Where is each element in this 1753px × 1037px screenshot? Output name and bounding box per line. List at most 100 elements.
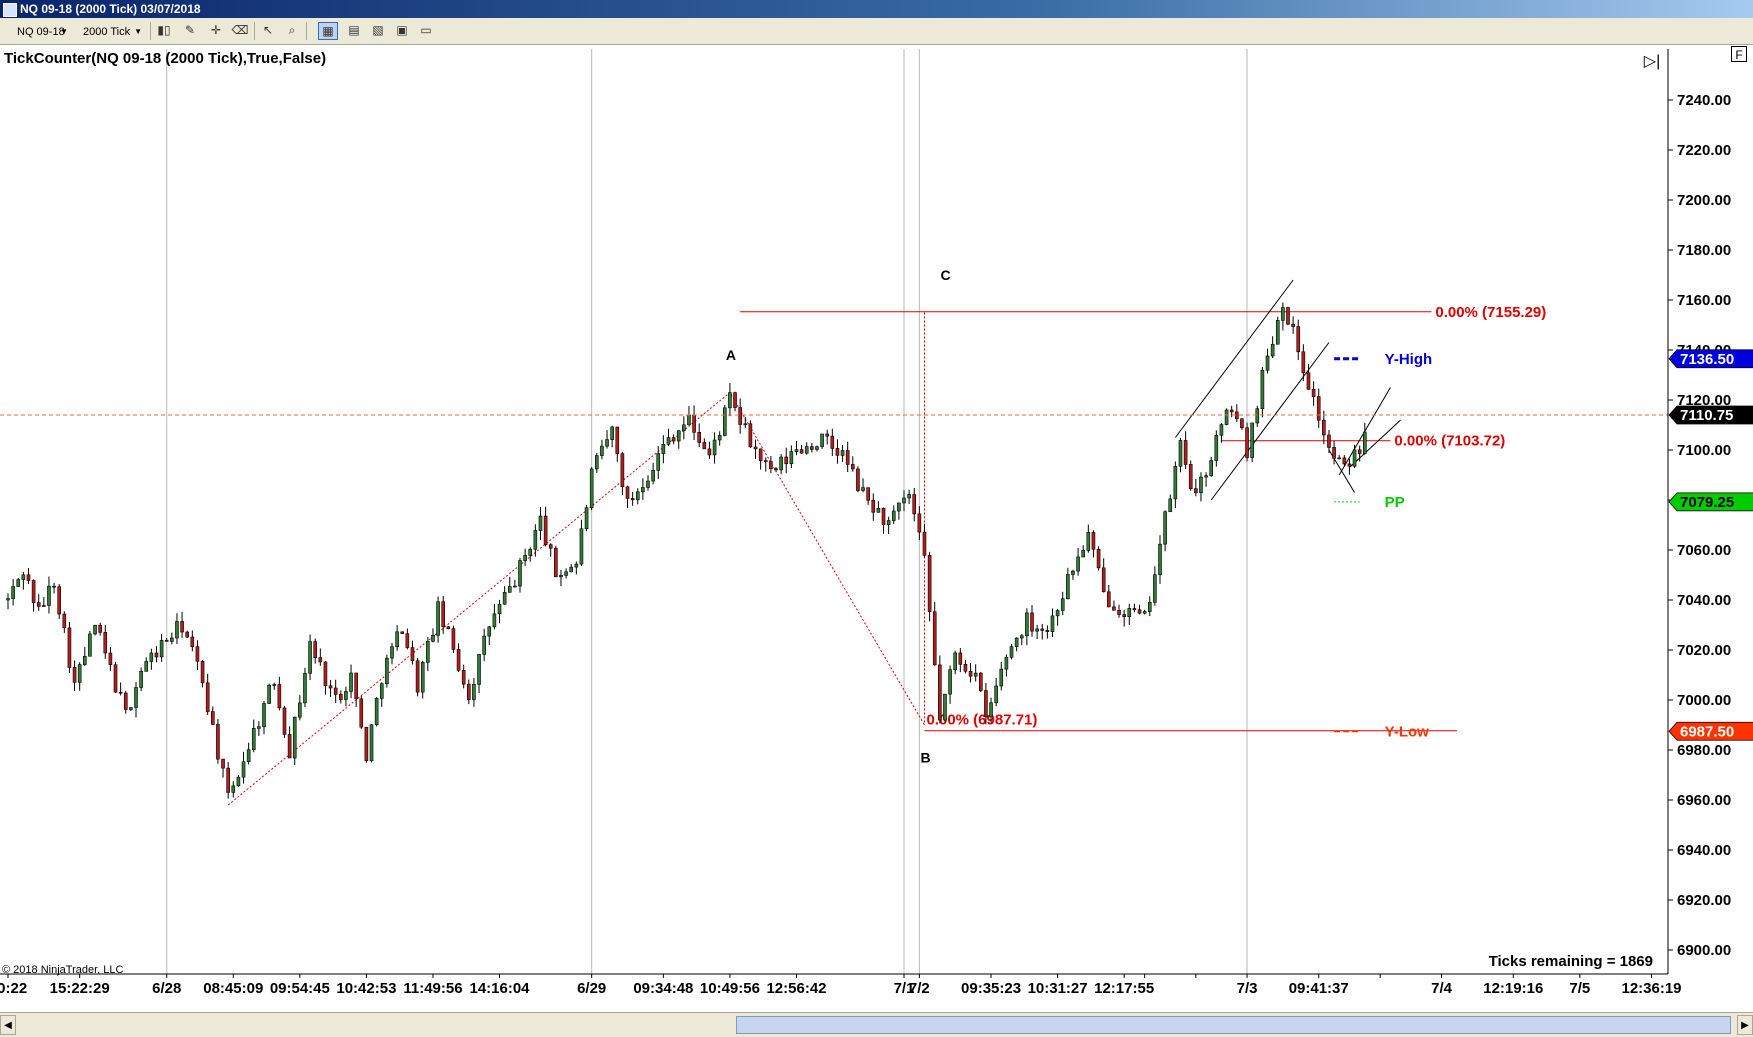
candle xyxy=(876,501,881,513)
candle xyxy=(1122,609,1126,627)
candle-body xyxy=(57,586,62,615)
candle xyxy=(1158,535,1162,584)
candle-body xyxy=(1112,606,1116,611)
candle xyxy=(845,441,850,473)
x-tick-label: 12:56:42 xyxy=(766,980,826,997)
candle xyxy=(1019,633,1024,646)
candle-body xyxy=(533,530,538,550)
fib-label: 0.00% (7155.29) xyxy=(1435,304,1546,321)
candle-body xyxy=(170,637,174,642)
x-tick-label: 6/28 xyxy=(152,980,181,997)
candle xyxy=(241,751,246,784)
eraser-icon[interactable]: ⌫ xyxy=(231,23,249,37)
pointer-icon[interactable]: ↖ xyxy=(262,23,274,37)
image-icon[interactable]: ▣ xyxy=(396,23,408,37)
y-tick-label: 6980.00 xyxy=(1677,742,1731,759)
candle-body xyxy=(1158,543,1162,575)
chart-properties-icon[interactable]: ▤ xyxy=(348,23,360,37)
candle-body xyxy=(328,685,333,689)
candle-body xyxy=(1275,320,1280,345)
scrollbar-thumb[interactable] xyxy=(736,1016,1731,1034)
candle-body xyxy=(1086,532,1091,551)
window-icon[interactable]: ▭ xyxy=(420,23,432,37)
candle xyxy=(897,502,901,520)
candle xyxy=(26,568,31,585)
toolbar-separator xyxy=(150,22,151,40)
candle xyxy=(420,660,425,699)
candle xyxy=(16,578,21,588)
candle-body xyxy=(758,448,763,461)
candle-body xyxy=(574,563,579,568)
scroll-right-icon[interactable]: ▶ xyxy=(1737,1015,1753,1035)
x-tick-label: 10:49:56 xyxy=(700,980,760,997)
candle-body xyxy=(47,585,51,606)
candle xyxy=(774,466,778,472)
candle-body xyxy=(1004,657,1009,670)
candle-body xyxy=(733,392,737,408)
y-tick-label: 7120.00 xyxy=(1677,392,1731,409)
candle xyxy=(502,586,507,605)
candle-body xyxy=(850,464,855,470)
candle xyxy=(47,576,51,614)
candle-body xyxy=(159,640,164,658)
candle-body xyxy=(1173,466,1178,500)
candle-body xyxy=(1219,424,1224,436)
x-tick-label: 50:22 xyxy=(0,980,27,997)
candle xyxy=(497,599,502,624)
candle-body xyxy=(338,694,343,700)
candle-body xyxy=(1147,602,1152,612)
candle xyxy=(692,405,696,441)
candle-body xyxy=(205,682,210,712)
scroll-to-end-icon[interactable]: ▷| xyxy=(1643,53,1661,70)
candle xyxy=(656,446,661,479)
price-chart[interactable]: A B C 0.00% (7155.29) 0.00% (7103.72) 0.00% (… xyxy=(0,44,1753,1012)
y-tick-label: 6920.00 xyxy=(1677,892,1731,909)
candle xyxy=(364,726,369,763)
f-button[interactable]: F xyxy=(1731,46,1747,62)
candle xyxy=(804,442,809,455)
candle-body xyxy=(866,487,870,501)
candle-body xyxy=(1281,307,1285,321)
instrument-selector[interactable]: NQ 09-18 ▼ xyxy=(12,22,72,40)
zoom-icon[interactable]: ⌕ xyxy=(288,23,296,37)
candle-body xyxy=(856,468,860,491)
candlestick-icon[interactable]: ▮▯ xyxy=(157,23,171,37)
candle xyxy=(651,462,655,485)
candle-body xyxy=(395,631,399,648)
candle-body xyxy=(487,626,492,637)
data-box-icon[interactable]: ▦ xyxy=(318,22,338,40)
candle-body xyxy=(835,448,840,456)
candle xyxy=(164,638,169,642)
crosshair-icon[interactable]: ✛ xyxy=(210,23,222,37)
candle-body xyxy=(564,571,568,576)
candle-body xyxy=(907,494,911,499)
candle xyxy=(1030,605,1034,637)
candle xyxy=(799,445,804,454)
candle-body xyxy=(881,507,886,526)
interval-selector[interactable]: 2000 Tick ▼ xyxy=(78,22,146,40)
candle xyxy=(1235,404,1239,422)
candle xyxy=(221,758,225,778)
candle xyxy=(272,682,277,690)
candle xyxy=(231,781,236,798)
pencil-icon[interactable]: ✎ xyxy=(184,23,196,37)
candle-body xyxy=(257,726,261,729)
candle-body xyxy=(139,671,143,688)
candle xyxy=(722,404,727,437)
interval-selector-label: 2000 Tick xyxy=(83,26,131,38)
chart-style-icon[interactable]: ▧ xyxy=(372,23,384,37)
candle xyxy=(57,584,62,620)
abc-wave-line xyxy=(227,391,925,806)
candle-body xyxy=(1127,608,1132,617)
candle xyxy=(881,507,886,534)
candle xyxy=(77,662,82,691)
candle-body xyxy=(948,669,952,695)
horizontal-scrollbar[interactable]: ◀ ▶ xyxy=(0,1012,1753,1037)
candle xyxy=(661,435,666,464)
candle-body xyxy=(605,439,609,447)
pp-price-tag: 7079.25 xyxy=(1668,492,1753,512)
candle-body xyxy=(344,691,348,700)
scroll-left-icon[interactable]: ◀ xyxy=(0,1015,16,1035)
candle-body xyxy=(123,692,128,710)
candle-body xyxy=(379,683,384,699)
